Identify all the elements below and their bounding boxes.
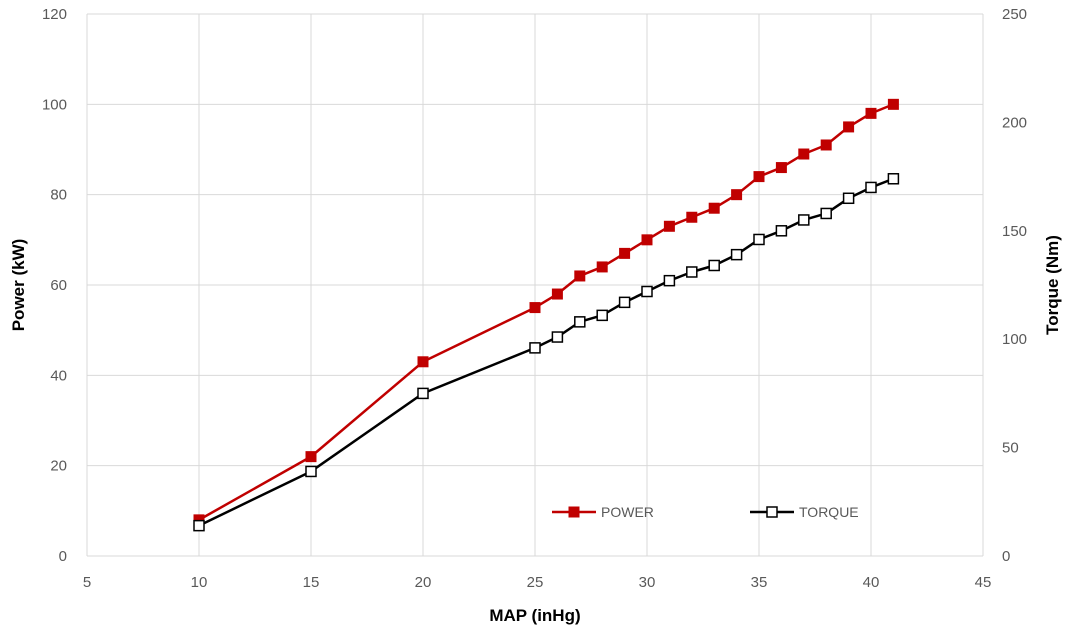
- power-data-point: [641, 234, 653, 246]
- torque-data-point: [686, 266, 698, 278]
- y-left-tick-label: 120: [42, 6, 67, 23]
- gridlines: [86, 13, 984, 557]
- power-data-point: [775, 162, 787, 174]
- torque-data-point: [798, 214, 810, 226]
- power-data-point: [551, 288, 563, 300]
- y-right-tick-label: 150: [1002, 223, 1027, 240]
- power-data-point: [843, 121, 855, 133]
- torque-series-line: [198, 177, 894, 527]
- torque-legend-label: TORQUE: [799, 504, 859, 520]
- torque-data-point: [708, 259, 720, 272]
- power-data-point: [708, 202, 720, 214]
- series-layer: [193, 98, 900, 532]
- torque-data-point: [417, 387, 429, 400]
- y-left-tick-label: 0: [59, 548, 67, 565]
- power-data-point: [686, 211, 698, 223]
- power-data-point: [529, 302, 541, 314]
- torque-data-point: [574, 316, 586, 328]
- torque-data-point: [775, 225, 788, 237]
- legend: POWER TORQUE: [552, 504, 859, 520]
- torque-data-point: [305, 465, 317, 478]
- power-data-point: [305, 451, 317, 463]
- y-right-tick-label: 250: [1002, 6, 1027, 23]
- power-data-point: [596, 261, 608, 273]
- torque-data-point: [596, 309, 608, 322]
- torque-data-point: [865, 181, 877, 194]
- power-legend-marker: [568, 506, 580, 518]
- torque-data-point: [730, 248, 743, 261]
- x-tick-labels: 5 10 15 20 25 30 35 40 45: [83, 574, 992, 591]
- x-tick-label: 40: [863, 574, 880, 591]
- power-data-point: [887, 98, 899, 110]
- torque-data-point: [529, 342, 541, 354]
- power-data-point: [753, 171, 765, 183]
- x-tick-label: 20: [415, 574, 432, 591]
- power-series-line: [198, 103, 894, 521]
- x-tick-label: 45: [975, 574, 992, 591]
- power-data-point: [417, 356, 429, 368]
- power-data-point: [865, 107, 877, 119]
- power-data-point: [820, 139, 832, 151]
- y-left-tick-label: 20: [50, 458, 67, 475]
- torque-data-point: [820, 207, 832, 220]
- x-tick-label: 15: [303, 574, 320, 591]
- torque-data-point: [641, 285, 653, 298]
- x-tick-label: 5: [83, 574, 91, 591]
- torque-data-point: [842, 192, 855, 205]
- torque-data-point: [887, 173, 900, 185]
- y-left-axis-title: Power (kW): [9, 239, 28, 332]
- y-left-tick-labels: 0 20 40 60 80 100 120: [42, 6, 67, 565]
- x-tick-label: 30: [639, 574, 656, 591]
- y-left-tick-label: 60: [50, 277, 67, 294]
- torque-data-point: [753, 233, 765, 246]
- y-right-tick-label: 200: [1002, 114, 1027, 131]
- y-right-tick-labels: 0 50 100 150 200 250: [1002, 6, 1027, 565]
- y-right-tick-label: 50: [1002, 440, 1019, 457]
- torque-legend-marker: [766, 506, 778, 518]
- torque-data-point: [551, 331, 564, 343]
- power-data-point: [619, 247, 631, 259]
- y-left-tick-label: 40: [50, 367, 67, 384]
- power-data-point: [731, 189, 743, 201]
- y-right-tick-label: 0: [1002, 548, 1010, 565]
- y-right-tick-label: 100: [1002, 331, 1027, 348]
- x-axis-title: MAP (inHg): [489, 606, 580, 625]
- y-right-axis-title: Torque (Nm): [1043, 235, 1062, 335]
- torque-data-point: [618, 296, 631, 309]
- power-data-point: [798, 148, 810, 160]
- y-left-tick-label: 100: [42, 96, 67, 113]
- power-data-point: [663, 220, 675, 232]
- torque-data-point: [193, 519, 205, 532]
- x-tick-label: 35: [751, 574, 768, 591]
- x-tick-label: 25: [527, 574, 544, 591]
- power-data-point: [574, 270, 586, 282]
- power-legend-label: POWER: [601, 504, 654, 520]
- y-left-tick-label: 80: [50, 187, 67, 204]
- torque-data-point: [663, 274, 676, 287]
- x-tick-label: 10: [191, 574, 208, 591]
